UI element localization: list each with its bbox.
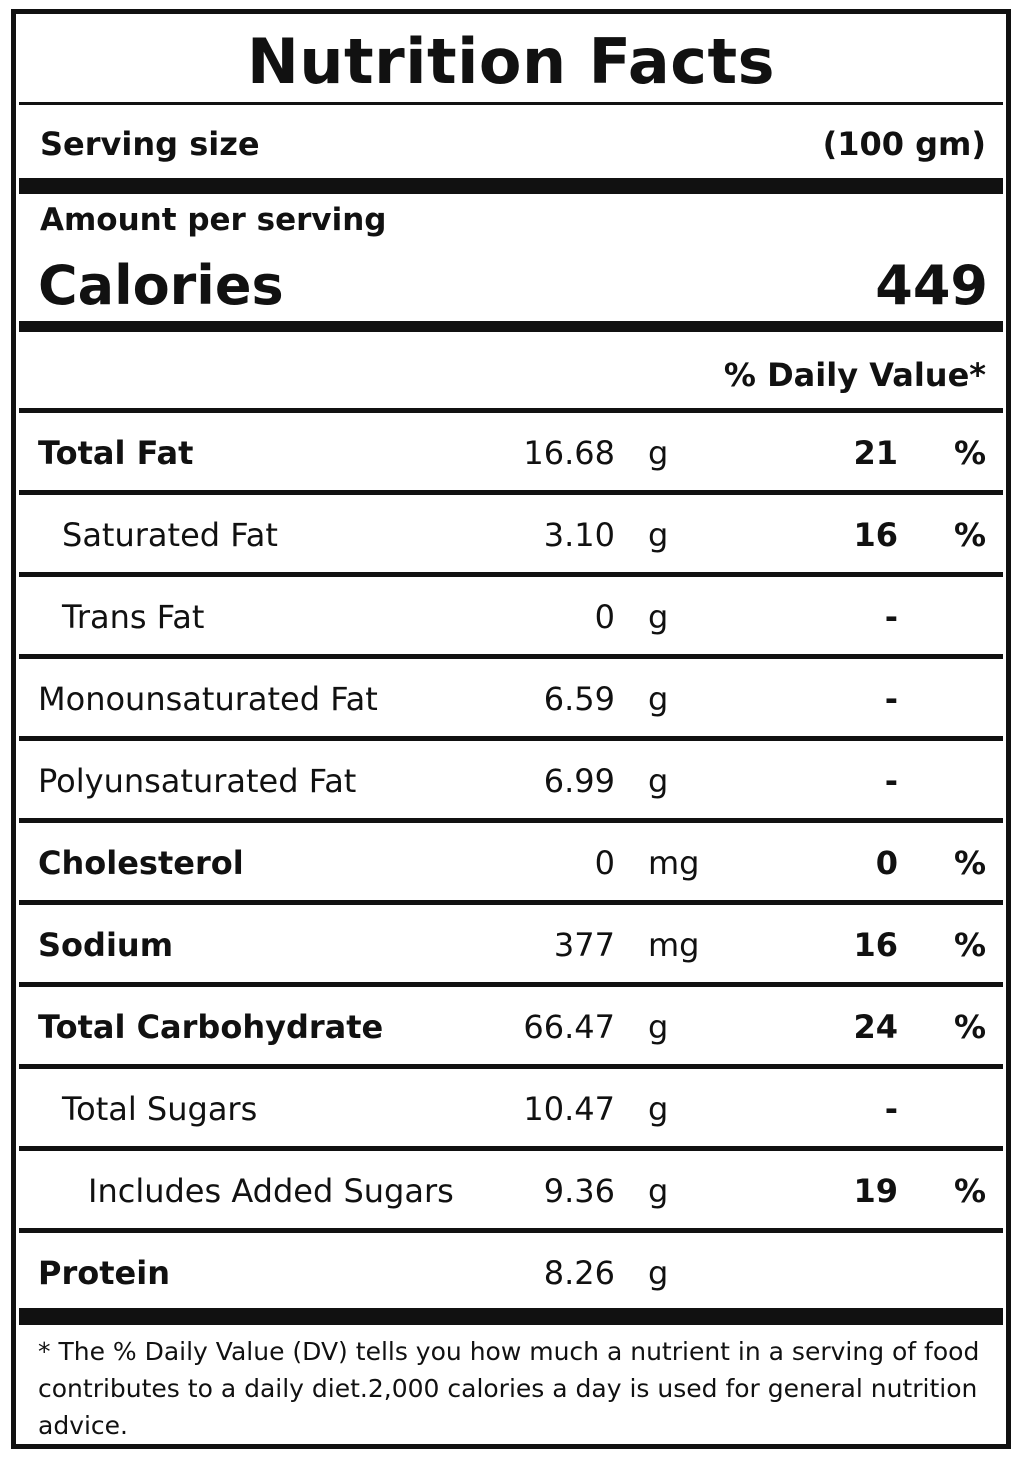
nutrient-dv: 21 (853, 434, 898, 472)
nutrient-row-saturated-fat: Saturated Fat 3.10 g 16 % (16, 495, 1006, 574)
nutrient-name: Trans Fat (62, 598, 205, 636)
nutrient-row-sodium: Sodium 377 mg 16 % (16, 905, 1006, 984)
nutrient-amount: 6.59 (543, 680, 615, 718)
nutrient-name: Monounsaturated Fat (38, 680, 378, 718)
nutrient-dv-sign: % (953, 1008, 986, 1046)
nutrient-dv: 24 (853, 1008, 898, 1046)
nutrient-amount: 10.47 (523, 1090, 615, 1128)
nutrient-amount: 9.36 (543, 1172, 615, 1210)
divider-medium (19, 321, 1003, 332)
nutrient-dv-sign: % (953, 1172, 986, 1210)
nutrient-dv: 19 (853, 1172, 898, 1210)
nutrient-amount: 0 (594, 844, 615, 882)
nutrient-amount: 16.68 (523, 434, 615, 472)
nutrient-row-protein: Protein 8.26 g (16, 1233, 1006, 1312)
nutrient-dv: 16 (853, 516, 898, 554)
nutrient-unit: g (648, 516, 669, 554)
nutrient-dv: - (884, 1090, 898, 1128)
divider-row (19, 900, 1003, 905)
divider-thick (19, 178, 1003, 194)
divider-row (19, 654, 1003, 659)
nutrient-amount: 8.26 (543, 1254, 615, 1292)
nutrient-dv: - (884, 598, 898, 636)
nutrient-amount: 0 (594, 598, 615, 636)
serving-size-row: Serving size (100 gm) (16, 107, 1006, 187)
nutrient-amount: 6.99 (543, 762, 615, 800)
nutrient-dv-sign: % (953, 434, 986, 472)
divider-thin (19, 102, 1003, 105)
nutrient-unit: mg (648, 926, 700, 964)
nutrient-name: Includes Added Sugars (88, 1172, 454, 1210)
nutrient-unit: g (648, 1008, 669, 1046)
divider-thick (19, 1308, 1003, 1325)
nutrient-dv-sign: % (953, 844, 986, 882)
daily-value-header: % Daily Value* (723, 356, 986, 394)
nutrient-row-total-carbohydrate: Total Carbohydrate 66.47 g 24 % (16, 987, 1006, 1066)
nutrient-amount: 66.47 (523, 1008, 615, 1046)
nutrient-name: Cholesterol (38, 844, 244, 882)
nutrient-unit: g (648, 1090, 669, 1128)
nutrient-dv: - (884, 680, 898, 718)
nutrient-name: Total Fat (38, 434, 194, 472)
nutrient-unit: g (648, 762, 669, 800)
nutrient-name: Polyunsaturated Fat (38, 762, 357, 800)
calories-label: Calories (38, 254, 284, 317)
nutrient-name: Sodium (38, 926, 174, 964)
divider-row (19, 1146, 1003, 1151)
serving-size-label: Serving size (40, 125, 260, 163)
nutrient-dv: 16 (853, 926, 898, 964)
calories-value: 449 (875, 254, 988, 317)
amount-per-serving: Amount per serving (40, 202, 387, 238)
nutrient-name: Protein (38, 1254, 170, 1292)
nutrient-dv-sign: % (953, 516, 986, 554)
nutrient-row-total-fat: Total Fat 16.68 g 21 % (16, 413, 1006, 492)
nutrient-row-cholesterol: Cholesterol 0 mg 0 % (16, 823, 1006, 902)
nutrient-row-monounsaturated-fat: Monounsaturated Fat 6.59 g - (16, 659, 1006, 738)
nutrient-unit: g (648, 434, 669, 472)
divider-row (19, 818, 1003, 823)
divider-row (19, 736, 1003, 741)
nutrient-row-polyunsaturated-fat: Polyunsaturated Fat 6.99 g - (16, 741, 1006, 820)
nutrient-row-trans-fat: Trans Fat 0 g - (16, 577, 1006, 656)
nutrient-name: Total Sugars (62, 1090, 258, 1128)
nutrient-amount: 3.10 (543, 516, 615, 554)
label-title: Nutrition Facts (246, 25, 776, 98)
nutrient-unit: g (648, 598, 669, 636)
nutrient-name: Saturated Fat (62, 516, 278, 554)
nutrient-unit: g (648, 1172, 669, 1210)
divider-row (19, 490, 1003, 495)
divider-row (19, 1064, 1003, 1069)
divider-row (19, 572, 1003, 577)
nutrient-unit: mg (648, 844, 700, 882)
nutrient-dv-sign: % (953, 926, 986, 964)
nutrient-unit: g (648, 1254, 669, 1292)
nutrient-name: Total Carbohydrate (38, 1008, 384, 1046)
nutrition-facts-label: Nutrition Facts Serving size (100 gm) Am… (11, 9, 1011, 1449)
serving-size-value: (100 gm) (822, 125, 986, 163)
nutrient-dv: - (884, 762, 898, 800)
nutrient-row-added-sugars: Includes Added Sugars 9.36 g 19 % (16, 1151, 1006, 1230)
footnote: * The % Daily Value (DV) tells you how m… (38, 1337, 980, 1440)
nutrient-row-total-sugars: Total Sugars 10.47 g - (16, 1069, 1006, 1148)
divider-row (19, 1228, 1003, 1233)
nutrient-amount: 377 (553, 926, 615, 964)
nutrient-unit: g (648, 680, 669, 718)
divider-row (19, 982, 1003, 987)
nutrient-dv: 0 (875, 844, 898, 882)
divider-row (19, 408, 1003, 413)
